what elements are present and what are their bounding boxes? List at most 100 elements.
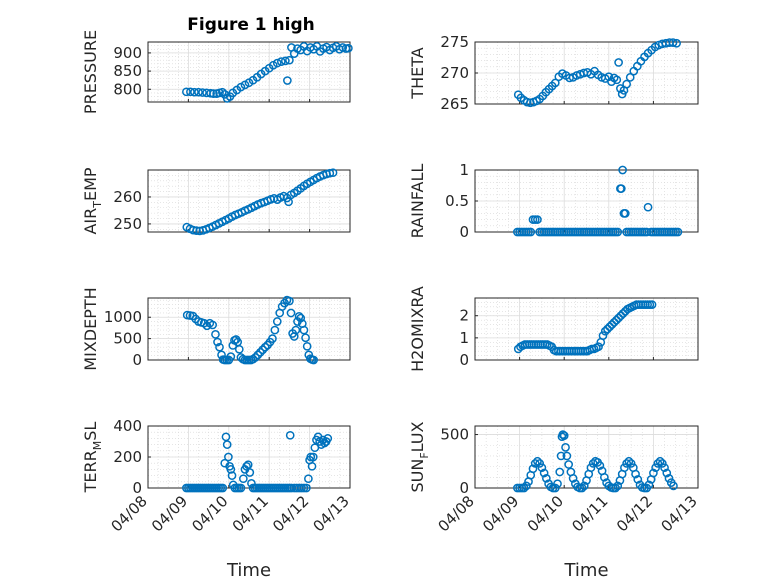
- x-tick-label: 04/13: [310, 492, 353, 535]
- data-point: [291, 325, 301, 335]
- data-point: [253, 350, 263, 360]
- data-point: [561, 443, 570, 452]
- data-point: [270, 325, 280, 335]
- x-tick-label: 04/12: [269, 492, 312, 535]
- data-point: [556, 451, 566, 461]
- data-point: [526, 227, 536, 237]
- data-point: [618, 309, 628, 318]
- data-point: [614, 313, 623, 323]
- data-point: [626, 459, 636, 468]
- data-point: [236, 483, 246, 493]
- data-point: [309, 355, 318, 365]
- data-point: [533, 215, 542, 224]
- y-tick-label: 265: [440, 95, 469, 113]
- data-point: [217, 87, 227, 97]
- data-point: [255, 347, 265, 357]
- data-point: [194, 87, 203, 97]
- y-axis-label: THETA: [408, 47, 427, 99]
- data-point: [620, 463, 629, 473]
- data-point: [655, 456, 665, 466]
- subplot-theta: 265 270 275 THETA: [408, 33, 699, 113]
- x-tick-label: 04/11: [229, 492, 272, 535]
- x-tick-label: 04/11: [568, 492, 611, 535]
- data-point: [208, 320, 217, 330]
- data-point: [323, 434, 333, 443]
- data-point: [226, 352, 236, 361]
- data-point: [268, 334, 277, 343]
- data-point: [653, 459, 663, 468]
- data-point: [625, 72, 635, 82]
- data-point: [209, 89, 218, 98]
- data-point: [302, 483, 311, 493]
- y-tick-label: 0.5: [445, 192, 469, 210]
- data-point: [558, 430, 568, 439]
- data-point: [245, 468, 255, 477]
- data-point: [594, 342, 603, 352]
- data-point: [307, 461, 317, 471]
- data-point: [577, 483, 587, 493]
- y-tick-label: 250: [113, 215, 142, 233]
- data-point: [611, 483, 620, 493]
- data-point: [283, 76, 292, 85]
- y-tick-label: 275: [440, 33, 469, 51]
- data-point: [227, 471, 237, 480]
- data-point: [622, 459, 631, 468]
- axes-box: [147, 41, 351, 103]
- data-point: [243, 460, 253, 470]
- y-axis-label: PRESSURE: [81, 30, 100, 114]
- data-point: [669, 481, 678, 491]
- data-point: [272, 317, 282, 326]
- data-point: [213, 337, 222, 347]
- data-point: [613, 227, 623, 237]
- data-point: [622, 79, 631, 89]
- data-point: [649, 468, 658, 478]
- data-point: [643, 202, 653, 212]
- y-tick-label: 200: [113, 448, 142, 466]
- data-point: [535, 459, 545, 468]
- data-point: [537, 463, 547, 473]
- y-tick-label: 270: [440, 64, 469, 82]
- data-point: [595, 461, 605, 470]
- data-point: [657, 459, 667, 468]
- data-point: [218, 483, 228, 493]
- subplot-sun-flux: 0 500 04/08 04/09 04/10 04/11 04/12 04/13 Time SU…: [408, 421, 701, 581]
- data-point: [272, 58, 282, 68]
- y-tick-label: 500: [113, 330, 142, 348]
- y-tick-label: 800: [113, 80, 142, 98]
- data-point: [603, 324, 612, 334]
- data-point: [609, 318, 619, 327]
- axes-box: [474, 297, 699, 361]
- x-tick-label: 04/09: [148, 492, 191, 535]
- data-point: [260, 342, 270, 352]
- y-axis-label: H2OMIXRA: [408, 286, 427, 372]
- data-point: [550, 483, 560, 493]
- y-tick-label: 0: [132, 479, 142, 497]
- data-point: [550, 78, 560, 88]
- y-tick-label: 500: [440, 426, 469, 444]
- data-point: [304, 474, 313, 484]
- data-point: [633, 475, 643, 484]
- data-point: [301, 333, 310, 343]
- y-tick-label: 1: [459, 329, 469, 347]
- y-tick-label: 1000: [104, 308, 142, 326]
- data-point: [647, 300, 657, 309]
- subplot-air-temp: 250 260 AIRTEMP: [81, 167, 351, 236]
- data-point: [281, 56, 290, 66]
- data-point: [325, 168, 335, 178]
- data-point: [555, 467, 565, 477]
- data-point: [644, 480, 654, 490]
- figure-title: Figure 1 high: [187, 15, 315, 35]
- data-point: [616, 311, 626, 321]
- data-point: [599, 472, 609, 482]
- x-tick-label: 04/08: [435, 492, 478, 535]
- data-point: [294, 312, 304, 321]
- data-point: [612, 75, 622, 85]
- data-point: [211, 329, 220, 339]
- data-point: [285, 430, 295, 440]
- data-point: [618, 165, 627, 175]
- axes-box: [147, 169, 351, 233]
- y-tick-label: 1: [459, 161, 469, 179]
- data-point: [222, 440, 232, 449]
